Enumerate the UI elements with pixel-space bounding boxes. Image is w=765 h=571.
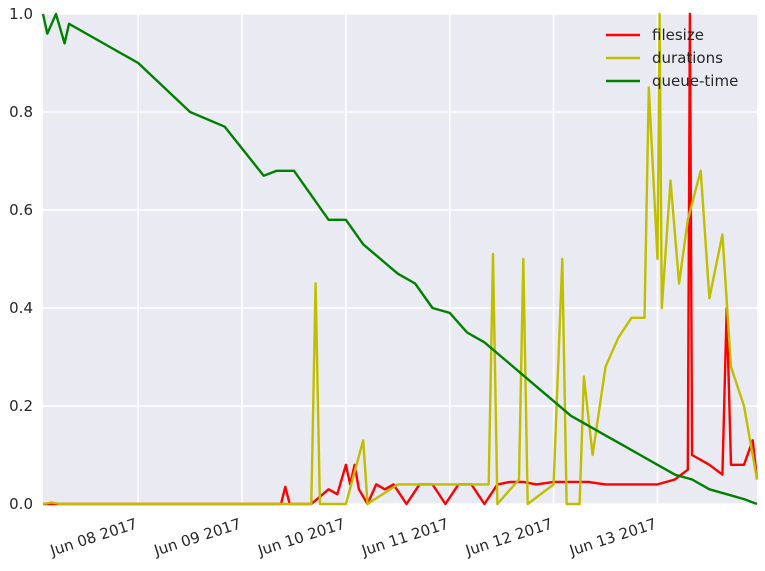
y-tick-label: 0.0: [9, 495, 33, 513]
y-tick-label: 0.8: [9, 103, 33, 121]
y-tick-label: 0.2: [9, 397, 33, 415]
legend-label-queue-time: queue-time: [652, 72, 738, 90]
x-tick-label: Jun 10 2017: [255, 515, 347, 560]
x-tick-label: Jun 12 2017: [463, 515, 555, 560]
y-tick-label: 1.0: [9, 5, 33, 23]
series-lines: [41, 12, 759, 506]
y-tick-label: 0.6: [9, 201, 33, 219]
x-tick-label: Jun 11 2017: [359, 515, 451, 560]
legend-label-durations: durations: [652, 49, 723, 67]
x-tick-label: Jun 09 2017: [151, 515, 243, 560]
y-tick-labels: 0.0 0.2 0.4 0.6 0.8 1.0: [9, 5, 33, 513]
x-tick-labels: Jun 08 2017 Jun 09 2017 Jun 10 2017 Jun 11 …: [47, 515, 659, 560]
plot-background: [43, 14, 757, 504]
grid: [43, 13, 757, 505]
x-tick-label: Jun 08 2017: [47, 515, 139, 560]
legend-label-filesize: filesize: [652, 26, 704, 44]
y-tick-label: 0.4: [9, 299, 33, 317]
legend: filesize durations queue-time: [606, 26, 738, 90]
x-tick-label: Jun 13 2017: [566, 515, 658, 560]
series-line-filesize: [43, 12, 759, 506]
series-line-queue-time: [41, 12, 758, 506]
series-line-durations: [42, 12, 759, 506]
